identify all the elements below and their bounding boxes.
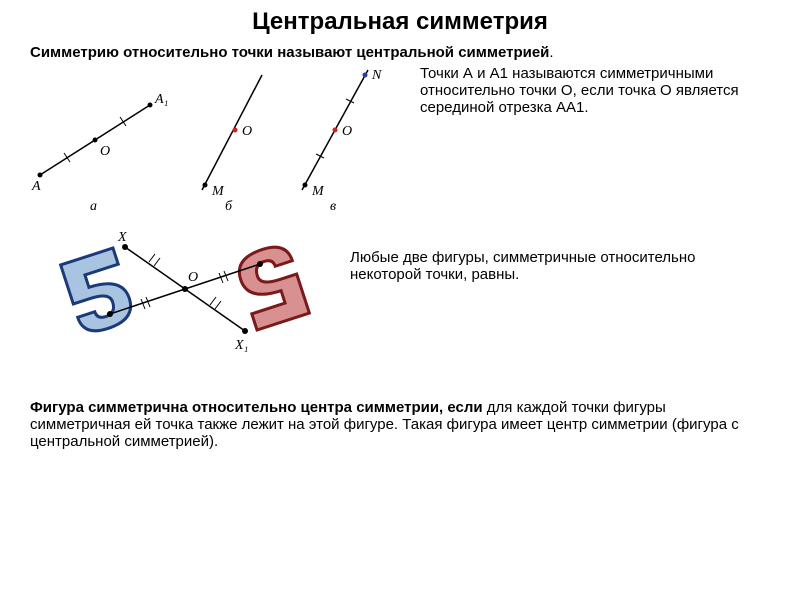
diagrams-row: A O A₁ а M O б M O N в Точки А и А1 назы… — [30, 65, 770, 215]
bottom-bold: Фигура симметрична относительно центра с… — [30, 399, 487, 416]
blue-five-shape — [61, 248, 136, 336]
page-title: Центральная симметрия — [0, 8, 800, 36]
label-A1: A₁ — [154, 92, 168, 107]
intro-bold: Симметрию относительно точки называют це… — [30, 44, 549, 61]
label-X: X — [117, 230, 127, 245]
label-b: б — [225, 199, 233, 214]
label-O-b: O — [242, 124, 252, 139]
fives-svg: X O X₁ — [30, 219, 330, 379]
label-O-a: O — [100, 144, 110, 159]
segment-diagrams: A O A₁ а M O б M O N в — [30, 65, 410, 215]
red-five-shape — [234, 242, 309, 330]
label-O-fives: O — [188, 270, 198, 285]
label-A: A — [31, 179, 41, 194]
label-M-c: M — [311, 184, 325, 199]
intro-end: . — [549, 44, 553, 61]
label-N: N — [371, 68, 382, 83]
fives-row: X O X₁ Любые две фигуры, симметричные от… — [30, 219, 770, 379]
definition-text: Точки А и А1 называются симметричными от… — [420, 65, 770, 116]
fives-figure: X O X₁ — [30, 219, 330, 379]
label-c: в — [330, 199, 336, 214]
label-X1: X₁ — [234, 338, 248, 353]
diagrams-svg: A O A₁ а M O б M O N в — [30, 65, 410, 215]
label-M-b: M — [211, 184, 225, 199]
intro-text: Симметрию относительно точки называют це… — [30, 44, 770, 61]
equal-figures-text: Любые две фигуры, симметричные относител… — [350, 249, 770, 283]
label-a: а — [90, 199, 97, 214]
bottom-text: Фигура симметрична относительно центра с… — [30, 399, 770, 450]
label-O-c: O — [342, 124, 352, 139]
